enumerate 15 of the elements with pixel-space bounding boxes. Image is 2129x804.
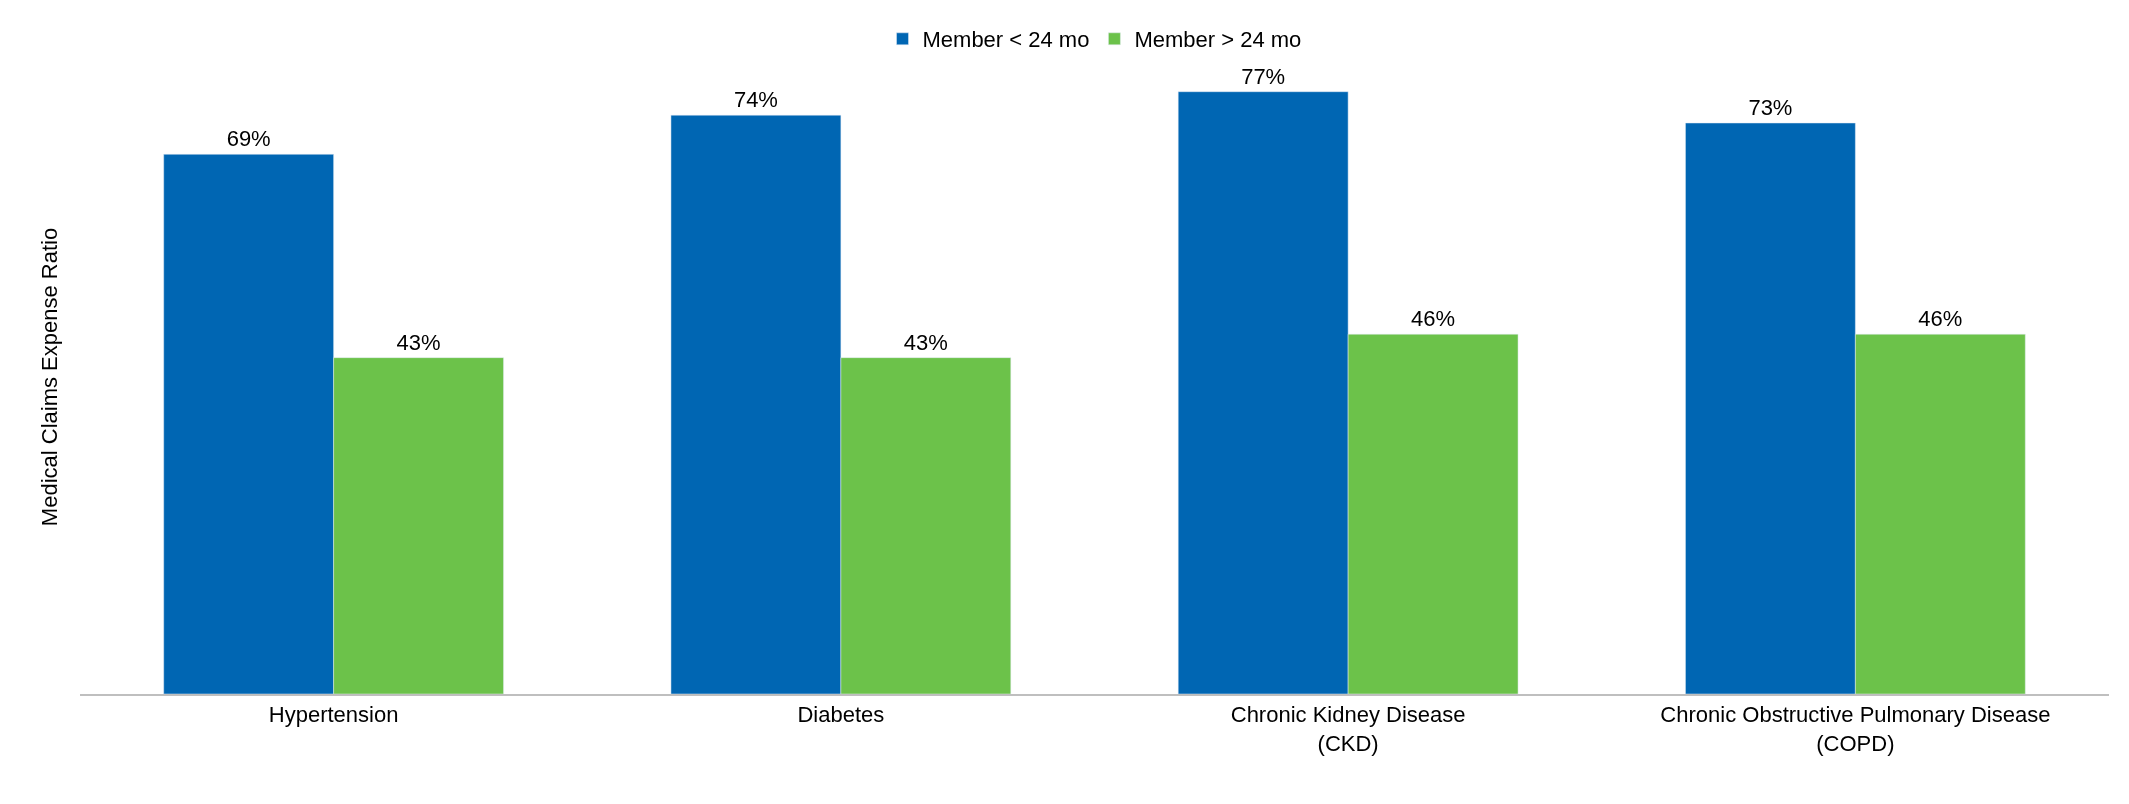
- legend-label: Member < 24 mo: [922, 27, 1090, 53]
- x-tick-label: Diabetes: [797, 702, 885, 728]
- data-label: 69%: [226, 126, 271, 152]
- data-label: 43%: [396, 329, 441, 355]
- data-label: 77%: [1241, 63, 1286, 89]
- y-axis-title: Medical Claims Expense Ratio: [36, 227, 62, 527]
- x-tick-label: Chronic Obstructive Pulmonary Disease (COPD): [1660, 702, 2051, 756]
- x-tick-label: Chronic Kidney Disease (CKD): [1230, 702, 1466, 756]
- data-label: 73%: [1748, 94, 1793, 120]
- x-tick-label: Hypertension: [268, 702, 399, 728]
- data-label: 46%: [1411, 306, 1456, 332]
- legend-label: Member > 24 mo: [1134, 27, 1302, 53]
- data-label: 46%: [1918, 306, 1963, 332]
- data-label: 43%: [903, 329, 948, 355]
- data-label: 74%: [733, 87, 778, 113]
